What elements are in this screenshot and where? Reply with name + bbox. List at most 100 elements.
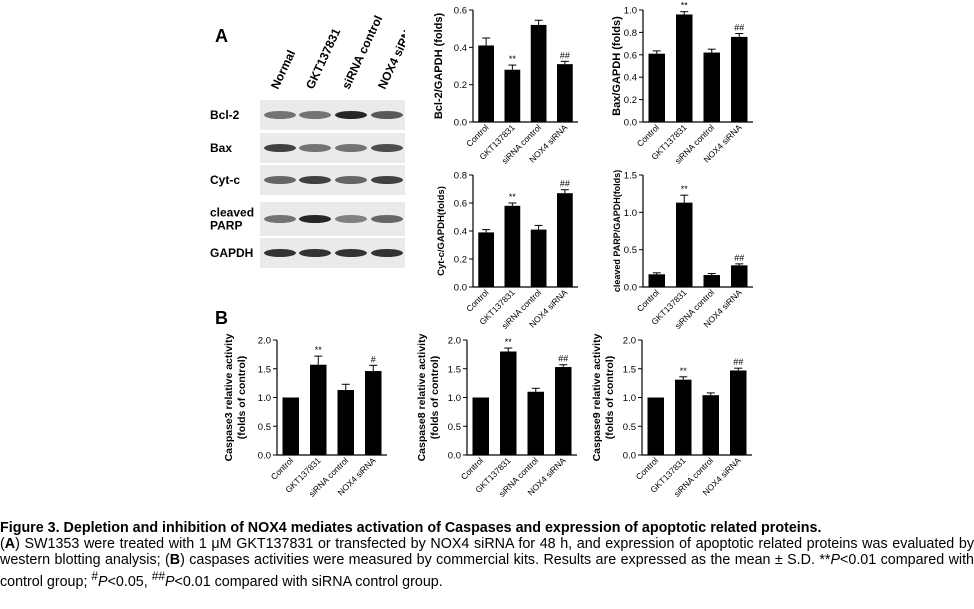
blot-band: [299, 111, 331, 119]
row-label: GAPDH: [210, 246, 253, 260]
y-tick-label: 1.5: [624, 171, 637, 182]
y-tick-label: 1.0: [624, 208, 637, 219]
caption-p3: P: [165, 574, 175, 590]
y-tick-label: 0.4: [454, 227, 467, 238]
y-axis-label: Caspase3 relative activity: [223, 333, 235, 461]
y-tick-label: 1.0: [448, 393, 461, 404]
bar: [478, 45, 494, 122]
y-tick-label: 2.0: [448, 336, 461, 347]
bar: [531, 25, 547, 122]
y-tick-label: 0.0: [454, 118, 467, 129]
caption-t2: <0.05,: [108, 574, 152, 590]
y-axis-label: Caspase8 relative activity: [416, 333, 428, 461]
row-label: Cyt-c: [210, 173, 240, 187]
row-label: cleaved: [210, 206, 254, 220]
row-label: PARP: [210, 219, 242, 233]
bar: [338, 390, 355, 455]
caption-title: Figure 3. Depletion and inhibition of NO…: [0, 520, 974, 536]
bar: [310, 365, 327, 455]
bar: [528, 392, 545, 455]
bar: [500, 352, 517, 456]
y-axis-label: Bcl-2/GAPDH (folds): [433, 12, 445, 119]
significance-label: ##: [734, 253, 744, 263]
y-tick-label: 0.6: [454, 199, 467, 210]
y-tick-label: 0.0: [623, 451, 636, 462]
bar: [505, 206, 521, 287]
significance-label: **: [681, 1, 689, 11]
y-axis-label: (folds of control): [236, 356, 248, 439]
bar: [676, 203, 693, 287]
blot-band: [264, 249, 296, 257]
y-tick-label: 0.5: [258, 422, 271, 433]
y-axis-label: cleaved PARP/GAPDH(folds): [612, 170, 622, 292]
y-tick-label: 1.0: [624, 6, 637, 17]
caption-t3: <0.01 compared with siRNA control group.: [175, 574, 443, 590]
significance-label: **: [680, 366, 688, 376]
x-tick-label: Control: [635, 122, 662, 149]
y-tick-label: 0.0: [448, 451, 461, 462]
y-tick-label: 0.2: [624, 95, 637, 106]
bar: [557, 64, 573, 122]
y-tick-label: 0.0: [624, 118, 637, 129]
row-label: Bcl-2: [210, 108, 240, 122]
y-tick-label: 0.0: [258, 451, 271, 462]
bar: [648, 398, 665, 456]
caption-b-text: ) caspases activities were measured by c…: [180, 552, 830, 568]
significance-label: ##: [734, 23, 744, 33]
blot-band: [264, 111, 296, 119]
bar: [531, 230, 547, 287]
row-label: Bax: [210, 141, 232, 155]
significance-label: ##: [558, 354, 568, 364]
y-tick-label: 0.5: [623, 422, 636, 433]
caption-body: (A) SW1353 were treated with 1 μM GKT137…: [0, 536, 974, 590]
bar: [731, 37, 748, 122]
x-tick-label: Control: [459, 455, 486, 482]
bar: [704, 53, 721, 122]
bar: [731, 265, 748, 287]
bar: [478, 232, 494, 287]
blot-band: [335, 249, 367, 257]
blot-band: [264, 176, 296, 184]
y-tick-label: 0.2: [454, 80, 467, 91]
y-tick-label: 0.6: [454, 6, 467, 17]
y-axis-label: (folds of control): [604, 356, 616, 439]
y-tick-label: 0.5: [448, 422, 461, 433]
caption-a-label: A: [5, 536, 15, 552]
y-tick-label: 0.2: [454, 255, 467, 266]
significance-label: **: [509, 192, 517, 202]
y-tick-label: 1.5: [258, 364, 271, 375]
blot-band: [335, 111, 367, 119]
bar: [555, 367, 572, 455]
blot-band: [335, 144, 367, 152]
y-tick-label: 1.0: [258, 393, 271, 404]
blot-band: [299, 215, 331, 223]
lane-label: Normal: [268, 48, 298, 91]
significance-label: **: [509, 54, 517, 64]
blot-band: [371, 215, 403, 223]
bar: [704, 275, 721, 287]
bar: [283, 398, 300, 456]
caption-p2: P: [98, 574, 108, 590]
significance-label: ##: [560, 50, 570, 60]
blot-band: [371, 111, 403, 119]
bar: [649, 274, 666, 287]
caption-p1: P: [830, 552, 840, 568]
blot-band: [264, 215, 296, 223]
figure-caption: Figure 3. Depletion and inhibition of NO…: [0, 520, 974, 590]
bar: [675, 380, 692, 455]
caption-b-label: B: [170, 552, 180, 568]
y-tick-label: 0.0: [454, 283, 467, 294]
blot-band: [335, 176, 367, 184]
y-axis-label: (folds of control): [429, 356, 441, 439]
chart-bax-gapdh: 0.00.20.40.60.81.0Control**GKT137831siRN…: [610, 0, 760, 170]
y-tick-label: 1.0: [623, 393, 636, 404]
bar: [365, 371, 382, 455]
y-axis-label: Cyt-c/GAPDH(folds): [436, 186, 447, 276]
y-tick-label: 0.8: [624, 28, 637, 39]
x-tick-label: Control: [269, 455, 296, 482]
